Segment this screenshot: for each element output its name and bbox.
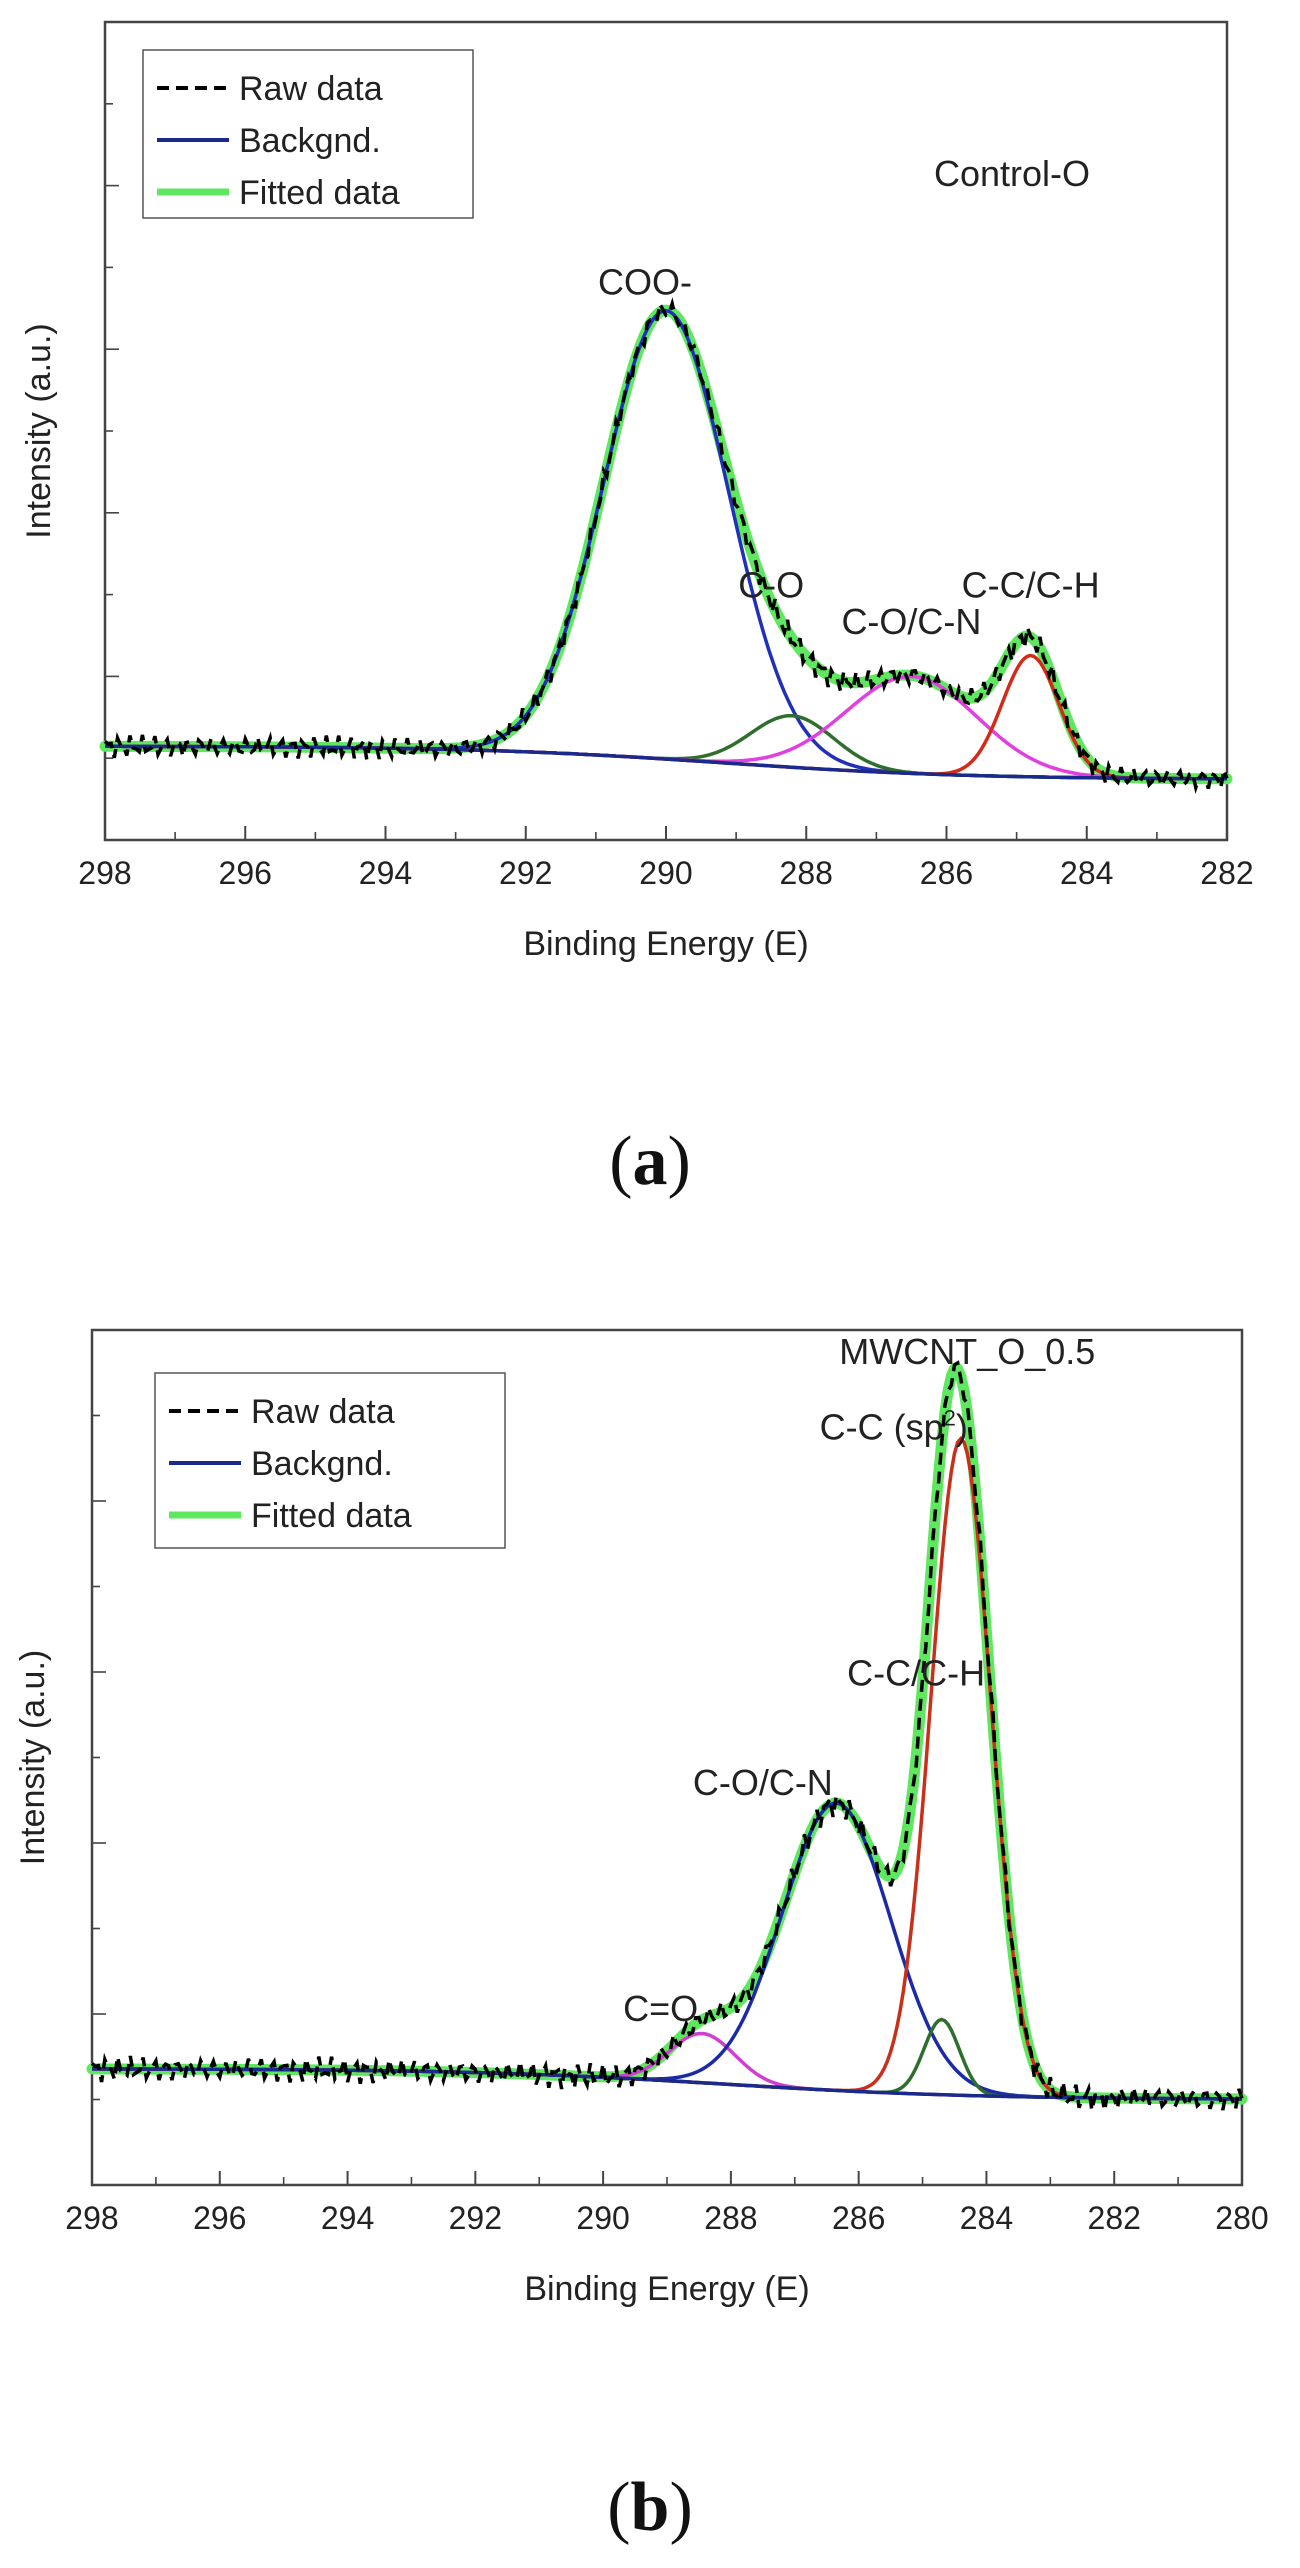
legend-label-fitted: Fitted data	[251, 1497, 412, 1535]
series-raw-data	[103, 297, 1229, 795]
y-axis-title: Intensity (a.u.)	[20, 323, 58, 538]
panel-b-chart: 298 296 294 292 290 288 286 284 282 280 Binding En…	[14, 1328, 1269, 2308]
x-tick-label: 290	[639, 855, 692, 891]
x-tick-label: 290	[576, 2200, 629, 2236]
legend-label-background: Backgnd.	[251, 1445, 393, 1483]
series-raw-data	[90, 1360, 1244, 2113]
peak-annotation: C-O	[738, 565, 804, 606]
x-tick-label: 286	[832, 2200, 885, 2236]
peak-annotation: C-O/C-N	[693, 1762, 833, 1803]
y-axis-title: Intensity (a.u.)	[14, 1650, 52, 1865]
x-tick-label: 288	[704, 2200, 757, 2236]
x-tick-label: 298	[78, 855, 131, 891]
chart-title: Control-O	[934, 153, 1090, 194]
x-tick-label: 296	[193, 2200, 246, 2236]
legend-label-raw: Raw data	[239, 70, 383, 108]
x-tick-label: 294	[321, 2200, 374, 2236]
legend-label-raw: Raw data	[251, 1393, 395, 1431]
peak-annotation: C-C/C-H	[847, 1653, 985, 1694]
series-background	[92, 2067, 1242, 2101]
peak-annotation: C-O/C-N	[841, 601, 981, 642]
series-background	[105, 744, 1227, 781]
x-tick-label: 284	[1060, 855, 1113, 891]
x-tick-label: 286	[920, 855, 973, 891]
peak-annotation: C-C/C-H	[962, 565, 1100, 606]
peak-annotation: COO-	[598, 262, 692, 303]
x-tick-label: 298	[65, 2200, 118, 2236]
x-tick-label: 284	[960, 2200, 1013, 2236]
x-tick-label: 282	[1088, 2200, 1141, 2236]
legend-box	[154, 1372, 506, 1549]
panel-label-a: (a)	[609, 1123, 691, 1200]
x-tick-label: 288	[780, 855, 833, 891]
x-tick-label: 296	[219, 855, 272, 891]
x-axis-title: Binding Energy (E)	[523, 925, 808, 963]
x-tick-label: 282	[1200, 855, 1253, 891]
legend-label-fitted: Fitted data	[239, 174, 400, 212]
x-axis-title: Binding Energy (E)	[524, 2270, 809, 2308]
peak-annotation: C-C (sp2)	[820, 1405, 968, 1447]
series-fitted-data	[99, 304, 1233, 785]
legend-label-background: Backgnd.	[239, 122, 381, 160]
peak-annotation: C=O	[623, 1988, 698, 2029]
x-tick-label: 292	[449, 2200, 502, 2236]
x-tick-label: 292	[499, 855, 552, 891]
x-tick-label: 280	[1215, 2200, 1268, 2236]
peak-annotation: MWCNT_O_0.5	[839, 1331, 1095, 1372]
panel-label-b: (b)	[607, 2469, 693, 2546]
panel-a-chart: 298 296 294 292 290 288 286 284 282 Binding Energ…	[20, 20, 1254, 963]
x-tick-label: 294	[359, 855, 412, 891]
